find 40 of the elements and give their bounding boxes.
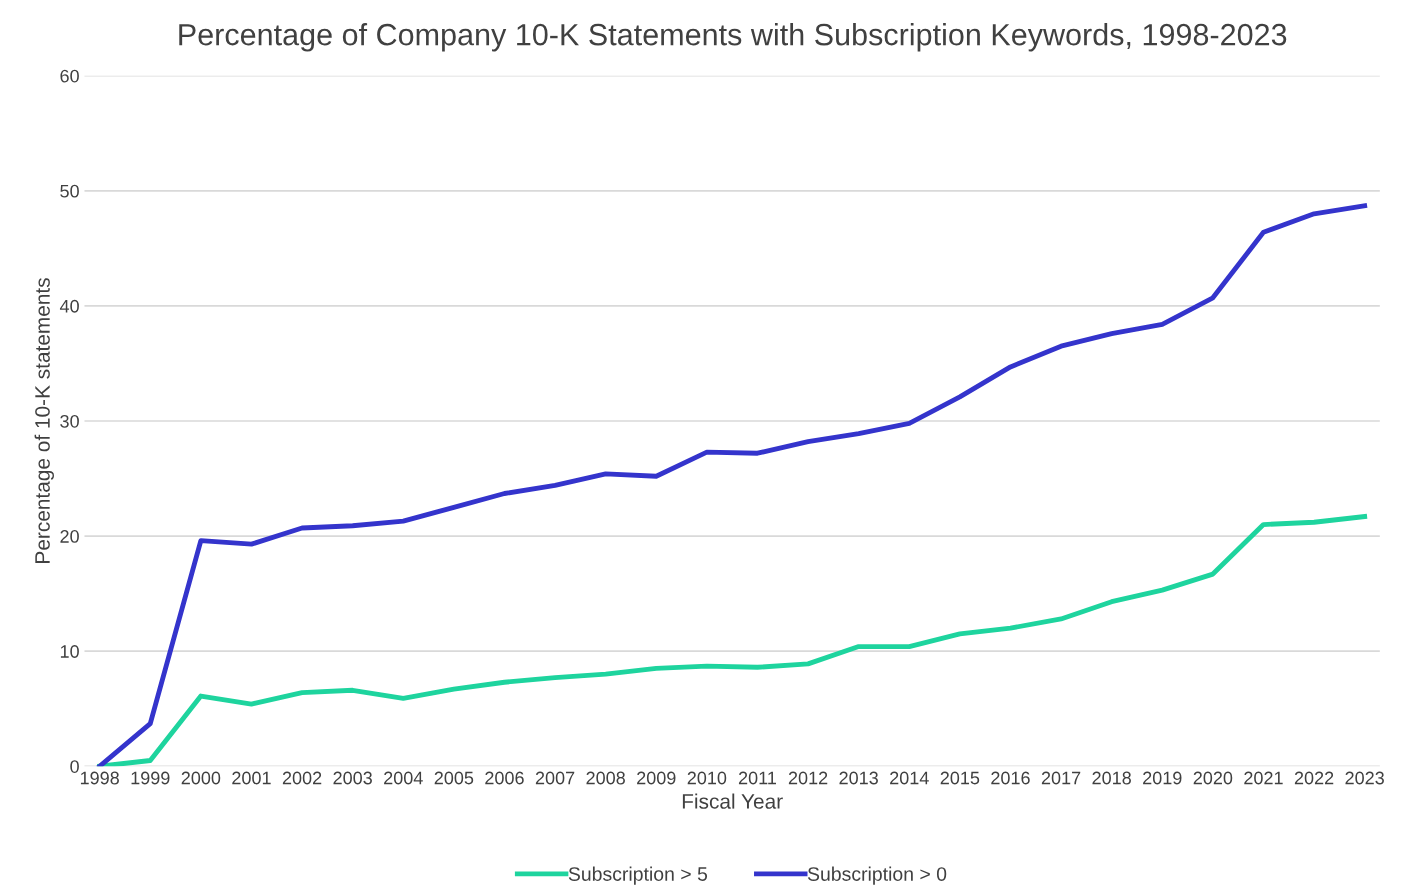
y-tick-label: 60 xyxy=(60,69,79,83)
x-tick-label: 2018 xyxy=(1092,771,1131,785)
x-tick-label: 1998 xyxy=(80,771,119,785)
x-tick-label: 2019 xyxy=(1143,771,1182,785)
x-tick-label: 2012 xyxy=(788,771,828,785)
x-tick-label: 2011 xyxy=(738,771,776,785)
x-tick-label: 2017 xyxy=(1041,771,1081,785)
x-tick-label: 2021 xyxy=(1244,771,1283,785)
x-tick-label: 2009 xyxy=(637,771,676,785)
x-tick-label: 2016 xyxy=(991,771,1030,785)
x-tick-label: 2003 xyxy=(333,771,372,785)
x-tick-label: 2006 xyxy=(485,771,524,785)
x-tick-label: 2004 xyxy=(384,771,423,785)
x-tick-label: 2014 xyxy=(890,771,929,785)
x-tick-label: 2007 xyxy=(535,771,575,785)
x-tick-label: 1999 xyxy=(131,771,170,785)
legend-label: Subscription > 5 xyxy=(568,866,708,885)
x-tick-label: 2000 xyxy=(181,771,221,785)
y-tick-label: 40 xyxy=(59,299,79,313)
y-axis-title: Percentage of 10-K statements xyxy=(34,278,54,563)
y-tick-label: 50 xyxy=(60,184,79,198)
legend-label: Subscription > 0 xyxy=(807,866,947,885)
chart-title: Percentage of Company 10-K Statements with Subscription Keywords, 1998-2023 xyxy=(179,23,1287,52)
x-tick-label: 2022 xyxy=(1294,771,1334,785)
x-tick-label: 2001 xyxy=(232,771,271,785)
x-tick-label: 2013 xyxy=(839,771,878,785)
y-tick-label: 30 xyxy=(60,414,79,428)
x-tick-label: 2005 xyxy=(434,771,474,785)
x-tick-label: 2008 xyxy=(586,771,625,785)
line-series xyxy=(97,514,1368,767)
y-tick-label: 20 xyxy=(60,530,79,543)
x-tick-label: 2015 xyxy=(940,771,980,785)
y-tick-label: 10 xyxy=(60,645,79,658)
x-tick-label: 2002 xyxy=(282,771,322,785)
x-tick-label: 2020 xyxy=(1193,771,1233,785)
x-axis-title: Fiscal Year xyxy=(682,793,783,809)
x-tick-label: 2023 xyxy=(1345,771,1384,785)
x-tick-label: 2010 xyxy=(687,771,727,785)
y-tick-label: 0 xyxy=(70,760,79,773)
line-series xyxy=(97,203,1368,767)
